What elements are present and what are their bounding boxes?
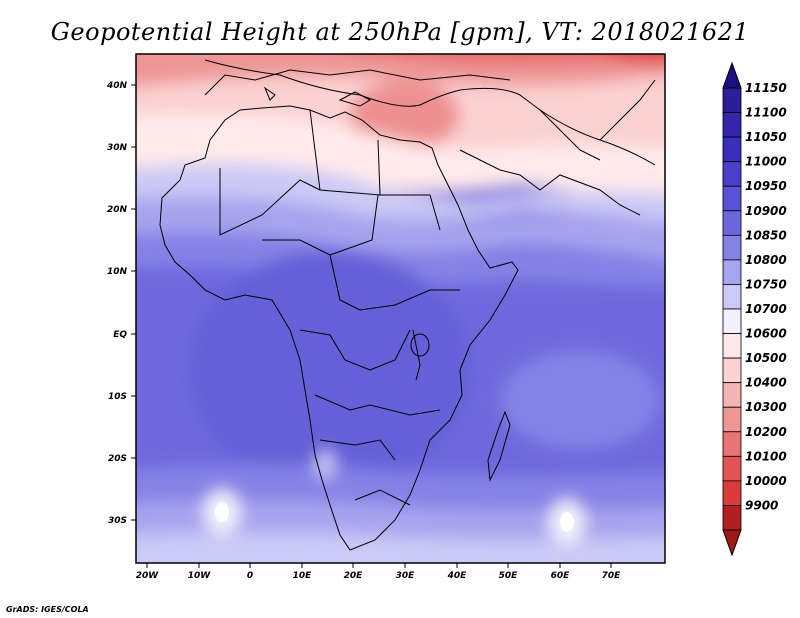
colorbar-bottom-arrow: [722, 529, 742, 557]
lat-label-30s: 30S: [108, 516, 127, 526]
lat-label-eq: EQ: [113, 330, 127, 340]
colorbar-box-16: [722, 480, 742, 506]
lon-label-10e: 10E: [293, 571, 313, 581]
colorbar-box-2: [722, 136, 742, 163]
colorbar-box-8: [722, 284, 742, 310]
lat-label-40n: 40N: [106, 81, 128, 91]
colorbar-box-9: [722, 308, 742, 334]
colorbar-box-14: [722, 431, 742, 457]
colorbar-label-10100: 10100: [745, 449, 787, 463]
colorbar-label-10750: 10750: [745, 277, 787, 291]
colorbar-box-13: [722, 406, 742, 433]
colorbar-box-4: [722, 185, 742, 212]
colorbar-label-10500: 10500: [745, 351, 787, 365]
colorbar-label-10800: 10800: [745, 253, 787, 267]
colorbar-label-11050: 11050: [745, 130, 787, 144]
lon-label-30e: 30E: [396, 571, 416, 581]
plot-frame: [135, 53, 666, 564]
colorbar-boxes: [722, 87, 742, 531]
colorbar-label-10400: 10400: [745, 376, 787, 390]
colorbar-box-15: [722, 455, 742, 482]
plot-area: [136, 54, 665, 563]
colorbar-box-12: [722, 382, 742, 408]
colorbar-label-10200: 10200: [745, 425, 787, 439]
colorbar-label-10950: 10950: [745, 179, 787, 193]
lat-label-20n: 20N: [107, 205, 128, 215]
colorbar: 11150 11100 11050 11000 10950 10900 10850 10800…: [722, 61, 787, 557]
colorbar-label-11100: 11100: [745, 106, 787, 120]
lon-label-10w: 10W: [188, 571, 212, 581]
lat-label-30n: 30N: [107, 143, 128, 153]
colorbar-box-5: [722, 210, 742, 236]
colorbar-box-11: [722, 357, 742, 384]
colorbar-labels: 11150 11100 11050 11000 10950 10900 10850 10800…: [745, 81, 787, 512]
colorbar-label-10000: 10000: [745, 474, 787, 488]
colorbar-label-10600: 10600: [745, 327, 787, 341]
colorbar-top-arrow: [722, 61, 742, 89]
grads-credit: GrADS: IGES/COLA: [6, 605, 89, 614]
lat-label-10s: 10S: [108, 392, 127, 402]
colorbar-box-3: [722, 161, 742, 187]
colorbar-label-9900: 9900: [745, 498, 778, 512]
colorbar-label-10850: 10850: [745, 228, 787, 242]
colorbar-box-6: [722, 234, 742, 261]
lon-label-70e: 70E: [602, 571, 622, 581]
colorbar-label-11000: 11000: [745, 155, 787, 169]
colorbar-box-7: [722, 259, 742, 285]
colorbar-box-0: [722, 87, 742, 113]
lat-label-20s: 20S: [108, 454, 127, 464]
lon-label-60e: 60E: [551, 571, 571, 581]
colorbar-label-10900: 10900: [745, 204, 787, 218]
colorbar-label-10300: 10300: [745, 400, 787, 414]
longitude-labels: 20W 10W 0 10E 20E 30E 40E 50E 60E 70E: [136, 571, 621, 581]
lon-label-20e: 20E: [344, 571, 364, 581]
lon-label-50e: 50E: [499, 571, 519, 581]
colorbar-box-1: [722, 112, 742, 138]
latitude-labels: 40N 30N 20N 10N EQ 10S 20S 30S: [106, 81, 128, 526]
colorbar-label-11150: 11150: [745, 81, 787, 95]
lat-label-10n: 10N: [107, 267, 128, 277]
lon-label-20w: 20W: [136, 571, 160, 581]
colorbar-label-10700: 10700: [745, 302, 787, 316]
lon-label-40e: 40E: [447, 571, 468, 581]
colorbar-box-10: [722, 333, 742, 359]
map-title: Geopotential Height at 250hPa [gpm], VT:…: [50, 18, 750, 46]
colorbar-box-17: [722, 505, 742, 531]
lon-label-0: 0: [247, 571, 253, 581]
